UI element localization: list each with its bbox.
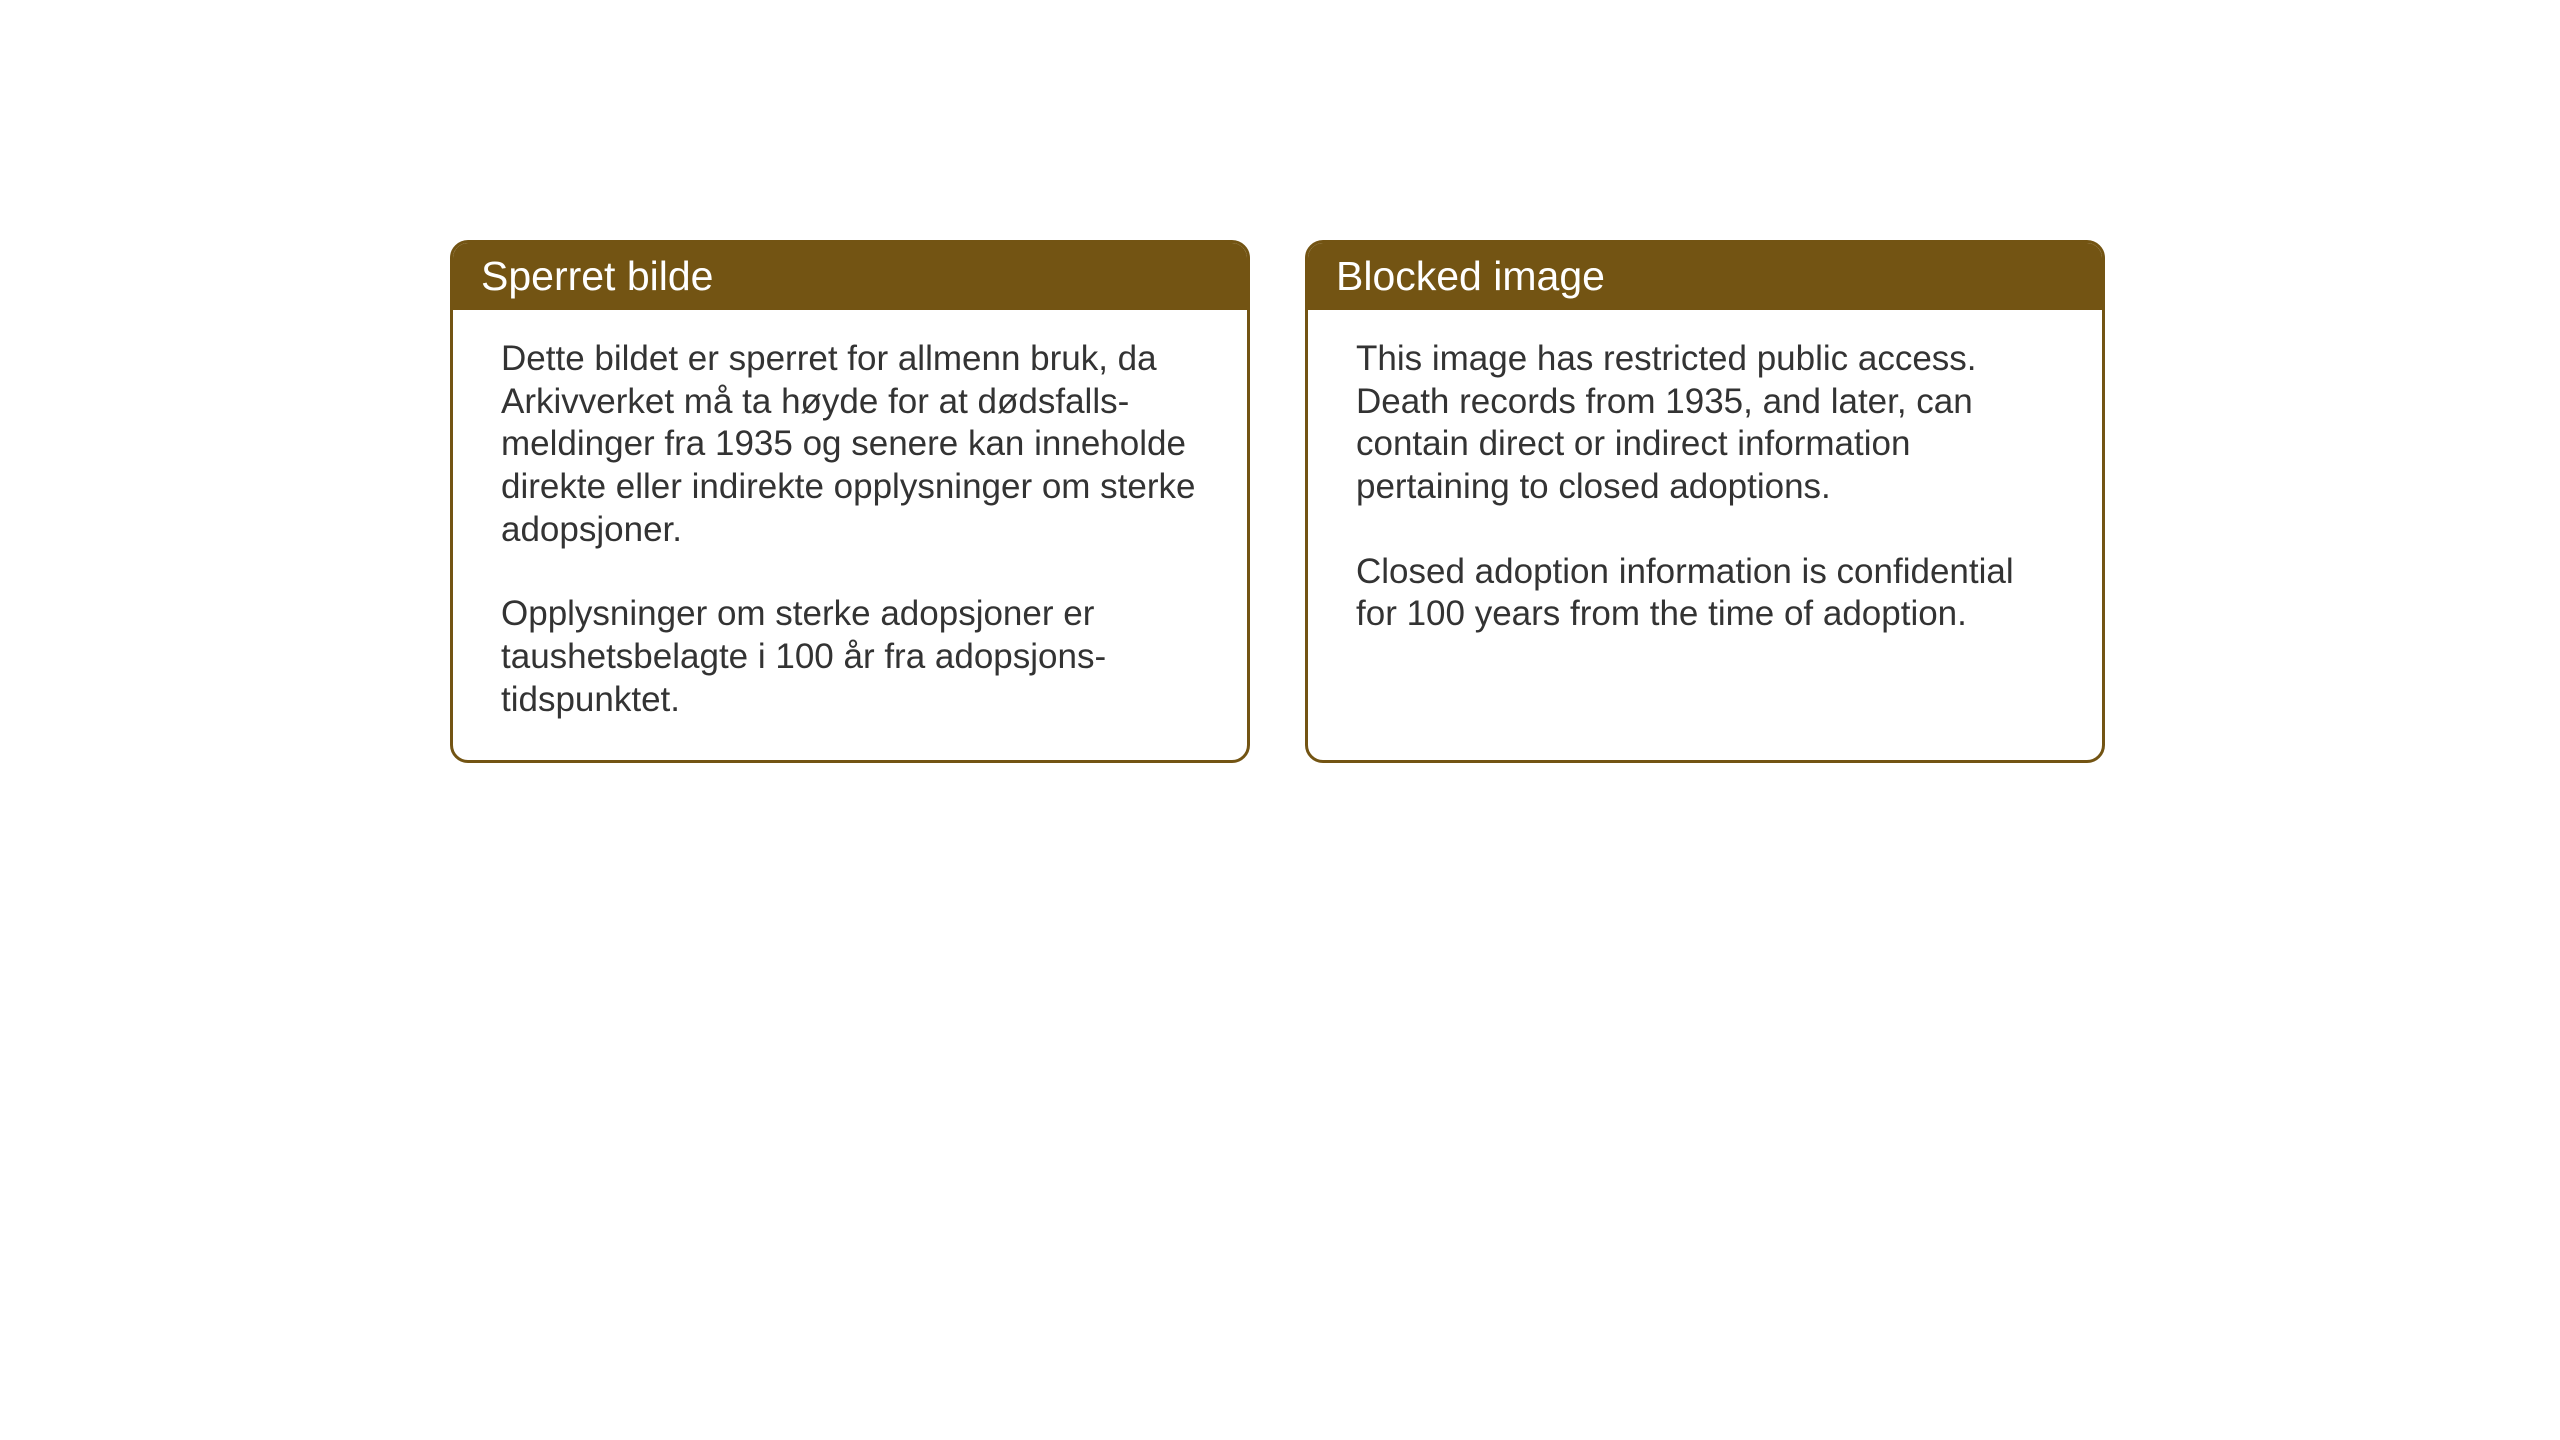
english-paragraph-1: This image has restricted public access.…	[1356, 338, 2054, 509]
cards-container: Sperret bilde Dette bildet er sperret fo…	[450, 240, 2105, 763]
english-card: Blocked image This image has restricted …	[1305, 240, 2105, 763]
norwegian-card-body: Dette bildet er sperret for allmenn bruk…	[453, 310, 1247, 760]
english-card-body: This image has restricted public access.…	[1308, 310, 2102, 674]
norwegian-card: Sperret bilde Dette bildet er sperret fo…	[450, 240, 1250, 763]
english-paragraph-2: Closed adoption information is confident…	[1356, 551, 2054, 636]
norwegian-card-title: Sperret bilde	[453, 243, 1247, 310]
norwegian-paragraph-1: Dette bildet er sperret for allmenn bruk…	[501, 338, 1199, 551]
english-card-title: Blocked image	[1308, 243, 2102, 310]
norwegian-paragraph-2: Opplysninger om sterke adopsjoner er tau…	[501, 593, 1199, 721]
